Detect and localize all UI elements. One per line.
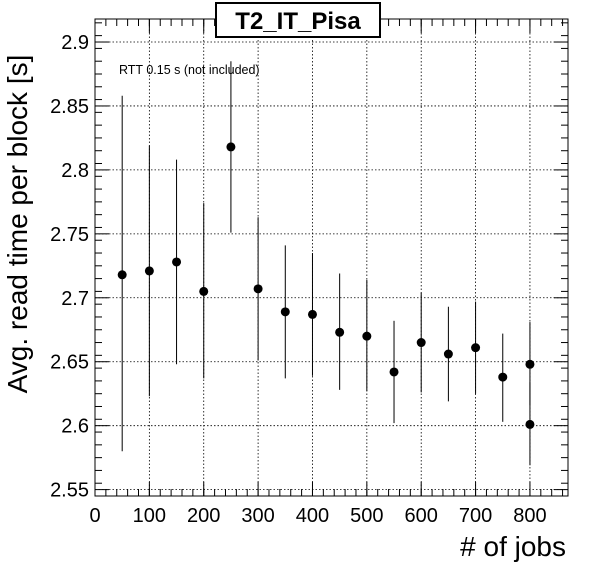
y-tick-label: 2.55 — [50, 480, 89, 502]
y-tick-label: 2.6 — [61, 416, 89, 438]
data-point — [253, 284, 263, 294]
data-point — [443, 349, 453, 359]
x-tick-label: 400 — [296, 505, 329, 527]
data-point — [226, 142, 236, 152]
data-layer — [117, 61, 535, 466]
data-point — [280, 307, 290, 317]
x-tick-label: 0 — [89, 505, 100, 527]
data-point — [389, 367, 399, 377]
x-tick-label: 600 — [405, 505, 438, 527]
data-point — [199, 286, 209, 296]
y-tick-label: 2.8 — [61, 160, 89, 182]
data-point — [117, 270, 127, 280]
data-point — [471, 343, 481, 353]
y-tick-label: 2.85 — [50, 96, 89, 118]
x-tick-label: 700 — [459, 505, 492, 527]
title-frame — [215, 2, 381, 38]
tick-layer: 2.55 2.6 2.65 2.7 2.75 2.8 2.85 2.9 0 100 200 300 40… — [50, 19, 568, 527]
data-point — [335, 327, 345, 337]
data-point — [525, 419, 535, 429]
y-tick-label: 2.9 — [61, 32, 89, 54]
chart-title: T2_IT_Pisa — [235, 8, 361, 35]
data-point — [172, 257, 182, 267]
y-tick-label: 2.7 — [61, 288, 89, 310]
x-tick-label: 800 — [513, 505, 546, 527]
data-point — [498, 372, 508, 382]
data-point — [144, 266, 154, 276]
rtt-annotation: RTT 0.15 s (not included) — [119, 63, 260, 77]
title-box: T2_IT_Pisa — [215, 2, 381, 38]
y-tick-label: 2.65 — [50, 352, 89, 374]
x-tick-label: 300 — [241, 505, 274, 527]
data-point — [362, 331, 372, 341]
y-tick-label: 2.75 — [50, 224, 89, 246]
data-point — [416, 338, 426, 348]
data-point — [307, 309, 317, 319]
x-tick-label: 100 — [133, 505, 166, 527]
data-point — [525, 359, 535, 369]
x-tick-label: 200 — [187, 505, 220, 527]
y-axis-label: Avg. read time per block [s] — [2, 55, 33, 394]
x-axis-label: # of jobs — [460, 531, 566, 562]
x-tick-label: 500 — [350, 505, 383, 527]
